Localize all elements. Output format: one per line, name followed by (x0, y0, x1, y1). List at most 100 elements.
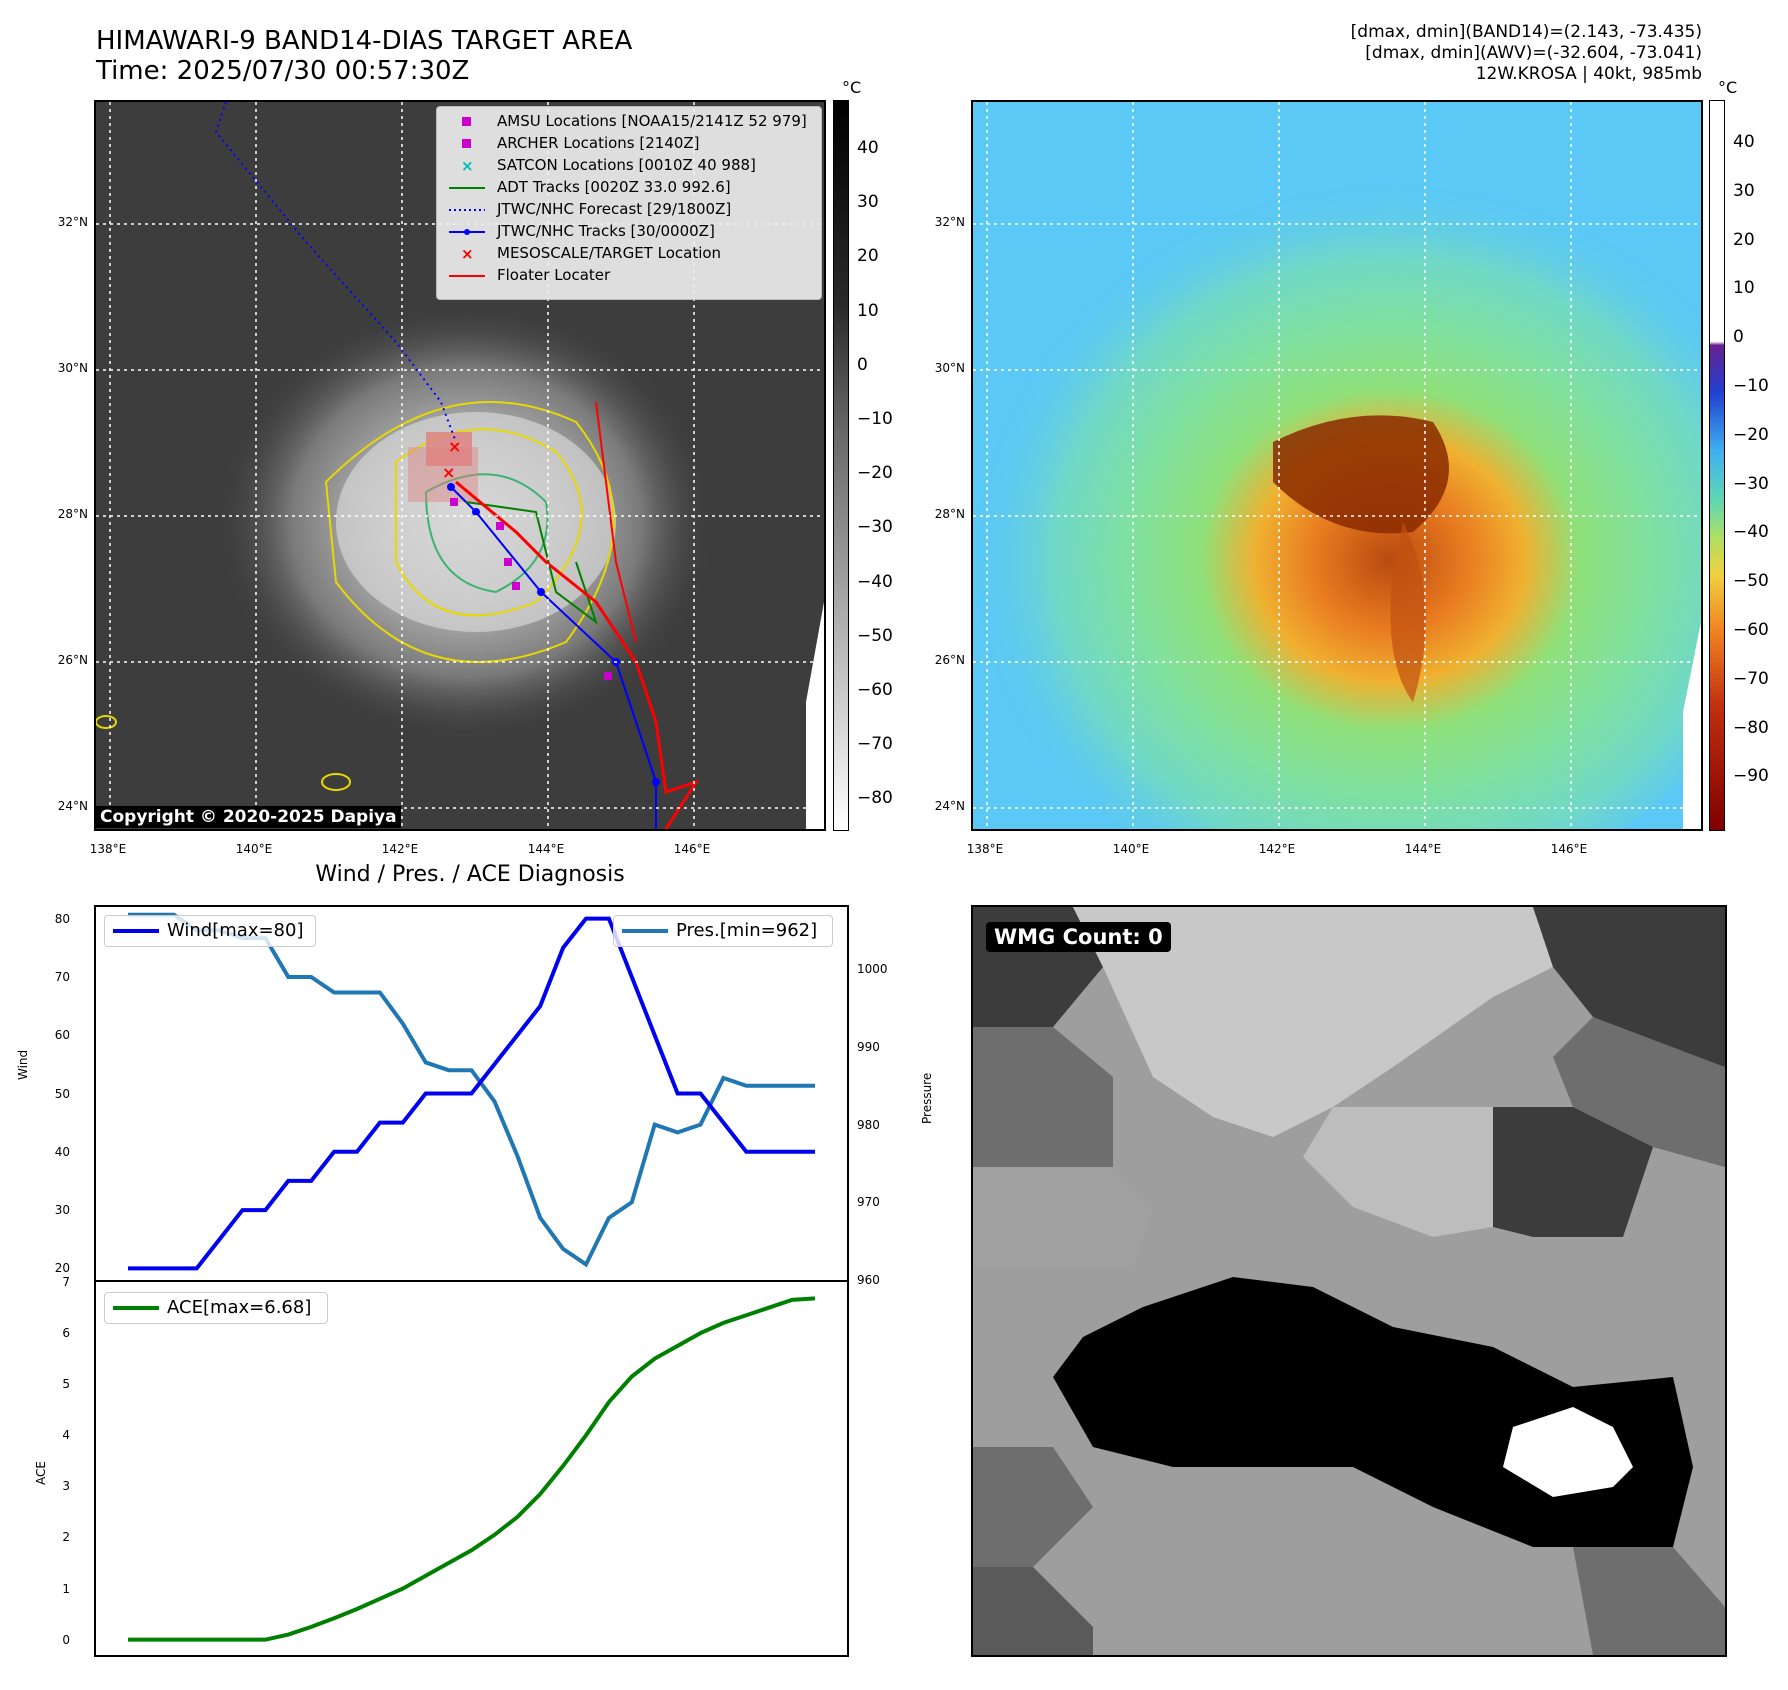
lat-tick-label: 24°N (934, 799, 965, 813)
lat-tick-label: 32°N (934, 215, 965, 229)
wv-colorbar-tick: −30 (1733, 473, 1769, 494)
ace-tick-label: 2 (62, 1530, 70, 1545)
ace-tick-label: 5 (62, 1377, 70, 1392)
wv-core (1273, 415, 1449, 534)
ir-colorbar-tick: −70 (857, 734, 893, 755)
pressure-tick-label: 990 (857, 1039, 880, 1054)
info-block: [dmax, dmin](BAND14)=(2.143, -73.435) [d… (1351, 22, 1702, 85)
wind-tick-label: 20 (54, 1261, 70, 1276)
wind-tick-label: 50 (54, 1086, 70, 1101)
ace-legend: ACE[max=6.68] (104, 1292, 328, 1324)
jtwc-forecast-track (214, 102, 457, 443)
ace-tick-label: 0 (62, 1632, 70, 1647)
ir-colorbar-tick: −80 (857, 788, 893, 809)
lat-tick-label: 28°N (57, 507, 88, 521)
ace-tick-label: 6 (62, 1326, 70, 1341)
wv-map-svg (973, 102, 1701, 829)
ir-colorbar-tick: −30 (857, 517, 893, 538)
info-line-1: [dmax, dmin](BAND14)=(2.143, -73.435) (1350, 22, 1702, 42)
wind-tick-label: 30 (54, 1203, 70, 1218)
ace-tick-label: 3 (62, 1479, 70, 1494)
adt-track (465, 501, 598, 625)
wmg-count-badge: WMG Count: 0 (986, 922, 1171, 952)
wind-pressure-chart: Wind[max=80] Pres.[min=962] (94, 905, 849, 1282)
lat-tick-label: 26°N (934, 653, 965, 667)
pressure-tick-label: 980 (857, 1117, 880, 1132)
ir-colorbar-tick: 10 (857, 300, 879, 321)
ir-colorbar-tick: 40 (857, 138, 879, 158)
lon-tick-label: 142°E (1258, 842, 1296, 856)
ir-colorbar-tick: 20 (857, 246, 879, 267)
ir-colorbar-tick: −20 (857, 463, 893, 484)
pressure-tick-label: 1000 (857, 962, 888, 977)
wind-tick-label: 70 (54, 969, 70, 984)
pressure-series-line (128, 912, 815, 1268)
wv-colorbar (1709, 100, 1725, 831)
wv-colorbar-tick: 40 (1733, 132, 1755, 152)
svg-text:×: × (461, 247, 474, 261)
wv-colorbar-tick: 30 (1733, 180, 1755, 201)
title-line-2: Time: 2025/07/30 00:57:30Z (96, 56, 470, 86)
lon-tick-label: 144°E (1404, 842, 1442, 856)
lat-tick-label: 30°N (934, 361, 965, 375)
wind-pressure-plot (128, 912, 815, 1271)
wv-colorbar-tick: 10 (1733, 278, 1755, 299)
lat-tick-label: 32°N (57, 215, 88, 229)
ir-map-svg: × × (96, 102, 824, 829)
wind-legend-label: Wind[max=80] (167, 920, 304, 941)
lon-tick-label: 140°E (235, 842, 273, 856)
wv-map-panel (971, 100, 1703, 831)
wind-series-line (128, 916, 815, 1271)
ace-plot (128, 1296, 816, 1642)
wmg-blocks (973, 907, 1725, 1655)
map-legend: AMSU Locations [NOAA15/2141Z 52 979] ARC… (436, 106, 822, 300)
ir-contour-green (424, 473, 549, 594)
wv-gridlines (973, 102, 1701, 829)
svg-text:×: × (461, 159, 474, 173)
ace-legend-label: ACE[max=6.68] (167, 1297, 312, 1318)
lon-tick-label: 138°E (89, 842, 127, 856)
lon-tick-label: 144°E (527, 842, 565, 856)
wv-colorbar-tick: −20 (1733, 424, 1769, 445)
ir-colorbar-tick: −50 (857, 625, 893, 646)
wmg-white-region (1503, 1407, 1633, 1497)
wmg-dark-region (1053, 1277, 1693, 1547)
lon-tick-label: 146°E (1550, 842, 1588, 856)
ace-tick-label: 4 (62, 1428, 70, 1443)
copyright-badge: Copyright © 2020-2025 Dapiya (96, 806, 401, 828)
title-line-1: HIMAWARI-9 BAND14-DIAS TARGET AREA (96, 26, 633, 56)
wind-axis-label: Wind (16, 1049, 30, 1080)
ir-contour-yellow (395, 428, 583, 617)
wmg-light-region (1073, 907, 1553, 1137)
info-line-2: [dmax, dmin](AWV)=(-32.604, -73.041) (1365, 43, 1702, 63)
wv-colorbar-tick: −10 (1733, 376, 1769, 396)
lon-tick-label: 140°E (1112, 842, 1150, 856)
wv-colorbar-tick: −60 (1733, 620, 1769, 640)
ir-colorbar-tick: 30 (857, 192, 879, 213)
ir-colorbar-tick: 0 (857, 354, 868, 375)
info-line-3: 12W.KROSA | 40kt, 985mb (1475, 64, 1702, 84)
jtwc-track (450, 486, 657, 829)
wv-colorbar-tick: −90 (1733, 766, 1769, 787)
wind-tick-label: 60 (54, 1028, 70, 1043)
target-marker: × (448, 437, 461, 456)
amsu-marker (450, 498, 458, 506)
wv-colorbar-tick: 20 (1733, 229, 1755, 250)
lon-tick-label: 146°E (673, 842, 711, 856)
ace-tick-label: 7 (62, 1275, 70, 1289)
pressure-tick-label: 960 (857, 1273, 880, 1287)
ace-axis-label: ACE (34, 1461, 48, 1485)
pressure-axis-label: Pressure (920, 1072, 934, 1124)
diagnosis-title: Wind / Pres. / ACE Diagnosis (315, 862, 625, 887)
ir-colorbar-tick: −10 (857, 409, 893, 429)
lat-tick-label: 28°N (934, 507, 965, 521)
wmg-panel (971, 905, 1727, 1657)
lat-tick-label: 24°N (57, 799, 88, 813)
wv-colorbar-tick: −40 (1733, 522, 1769, 543)
ir-colorbar-unit: °C (842, 78, 862, 97)
ir-colorbar-tick: −60 (857, 680, 893, 700)
lat-tick-label: 26°N (57, 653, 88, 667)
lon-tick-label: 138°E (966, 842, 1004, 856)
wv-colorbar-unit: °C (1718, 78, 1738, 97)
lon-tick-label: 142°E (381, 842, 419, 856)
